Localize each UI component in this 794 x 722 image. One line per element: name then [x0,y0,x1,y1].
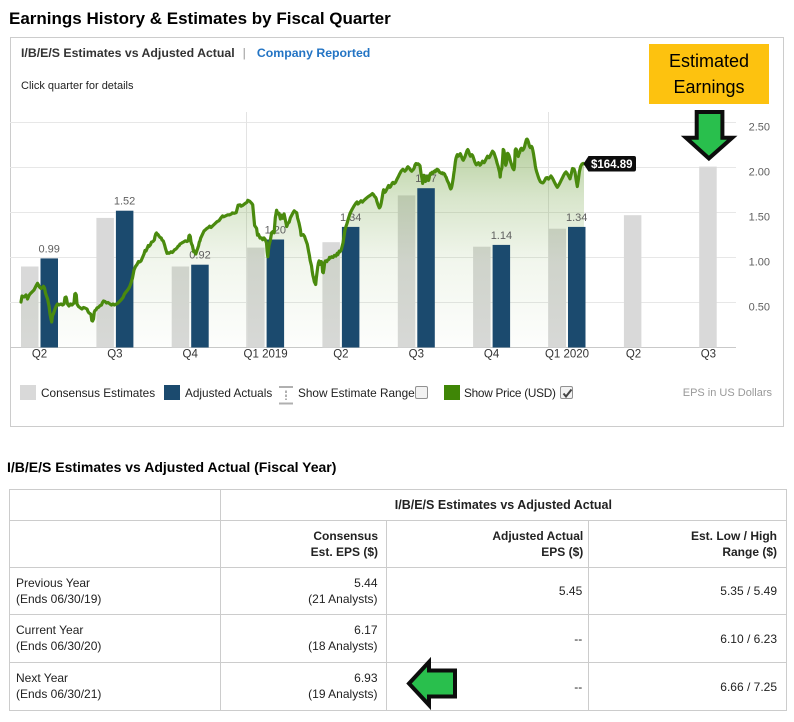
svg-text:Q1 2019: Q1 2019 [244,349,288,361]
svg-text:2.00: 2.00 [749,167,770,179]
svg-text:Q2: Q2 [626,349,641,361]
svg-text:0.50: 0.50 [749,302,770,314]
svg-text:Q2: Q2 [32,349,47,361]
svg-text:Q3: Q3 [409,349,424,361]
svg-text:1.14: 1.14 [491,230,512,242]
svg-text:Q3: Q3 [107,349,122,361]
svg-text:0.99: 0.99 [38,243,59,255]
svg-text:1.00: 1.00 [749,257,770,269]
svg-text:1.50: 1.50 [749,212,770,224]
svg-text:2.50: 2.50 [749,122,770,134]
svg-text:Q2: Q2 [333,349,348,361]
svg-text:Q1 2020: Q1 2020 [545,349,589,361]
svg-text:$164.89: $164.89 [591,159,633,171]
svg-text:1.52: 1.52 [114,196,135,208]
svg-text:Q4: Q4 [484,349,500,361]
svg-text:Q4: Q4 [183,349,199,361]
svg-text:1.34: 1.34 [566,212,587,224]
svg-text:1.34: 1.34 [340,212,361,224]
svg-text:Q3: Q3 [701,349,716,361]
